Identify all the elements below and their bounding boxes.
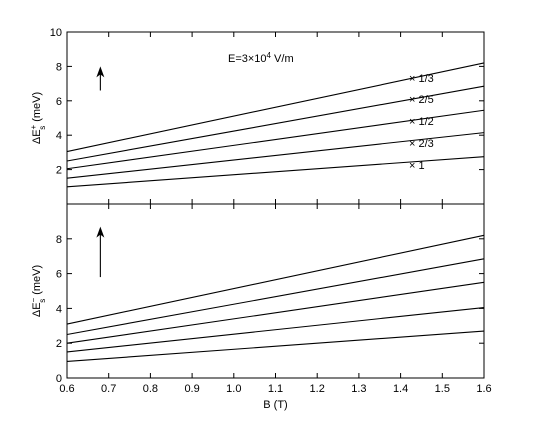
top-series-labels: × 1/3 × 2/5 × 1/2 × 2/3 × 1 bbox=[409, 73, 434, 172]
top-series-lines bbox=[66, 62, 485, 188]
x-tick-label: 1.6 bbox=[476, 383, 491, 395]
series-label-1: × 1/3 bbox=[409, 73, 434, 85]
bottom-series-lines bbox=[66, 234, 485, 363]
series-line-1 bbox=[66, 62, 485, 153]
x-tick-label: 0.9 bbox=[184, 383, 199, 395]
x-axis-label: B (T) bbox=[263, 399, 287, 411]
series-label-2: × 2/5 bbox=[409, 94, 434, 106]
y-tick-label: 2 bbox=[56, 338, 62, 350]
x-tick-label: 1.2 bbox=[310, 383, 325, 395]
y-tick-label: 6 bbox=[56, 269, 62, 281]
x-tick-label: 1.4 bbox=[393, 383, 408, 395]
arrow-head bbox=[96, 66, 105, 78]
y-tick-label: 4 bbox=[56, 130, 62, 142]
series-line-2 bbox=[66, 258, 485, 336]
series-line-4 bbox=[66, 306, 485, 353]
x-tick-label: 0.6 bbox=[59, 383, 74, 395]
y-tick-label: 0 bbox=[56, 373, 62, 385]
x-tick-label: 1.1 bbox=[268, 383, 283, 395]
series-line-1 bbox=[66, 234, 485, 325]
x-tick-label: 0.8 bbox=[143, 383, 158, 395]
series-line-3 bbox=[66, 109, 485, 170]
top-panel: 2 4 6 8 10 × 1/3 × 2/5 × 1/2 × 2/3 × 1 E=3×104 V… bbox=[29, 27, 485, 205]
y-tick-label: 2 bbox=[56, 165, 62, 177]
series-line-4 bbox=[66, 132, 485, 179]
y-tick-label: 10 bbox=[50, 27, 62, 39]
series-line-2 bbox=[66, 85, 485, 162]
y-tick-label: 4 bbox=[56, 303, 62, 315]
field-annotation: E=3×104 V/m bbox=[228, 51, 294, 66]
y-tick-label: 8 bbox=[56, 234, 62, 246]
series-line-3 bbox=[66, 281, 485, 344]
series-label-3: × 1/2 bbox=[409, 116, 434, 128]
bottom-panel: 0 2 4 6 8 0.6 0.7 0.8 0.9 1.0 1.1 1.2 1.3 1.4 1.5 1.6 Δ… bbox=[29, 203, 492, 411]
top-y-axis-label: ΔE+s(meV) bbox=[29, 92, 47, 144]
bottom-arrow bbox=[96, 226, 105, 278]
series-line-5 bbox=[66, 156, 485, 188]
x-tick-label: 1.3 bbox=[351, 383, 366, 395]
top-arrow bbox=[96, 66, 105, 91]
series-label-4: × 2/3 bbox=[409, 138, 434, 150]
y-tick-label: 8 bbox=[56, 61, 62, 73]
series-label-5: × 1 bbox=[409, 160, 425, 172]
bottom-y-axis-label: ΔE−s(meV) bbox=[29, 265, 47, 317]
x-tick-label: 0.7 bbox=[101, 383, 116, 395]
x-tick-label: 1.0 bbox=[226, 383, 241, 395]
series-line-5 bbox=[66, 330, 485, 363]
y-tick-label: 6 bbox=[56, 96, 62, 108]
arrow-head bbox=[96, 226, 105, 238]
x-tick-label: 1.5 bbox=[435, 383, 450, 395]
